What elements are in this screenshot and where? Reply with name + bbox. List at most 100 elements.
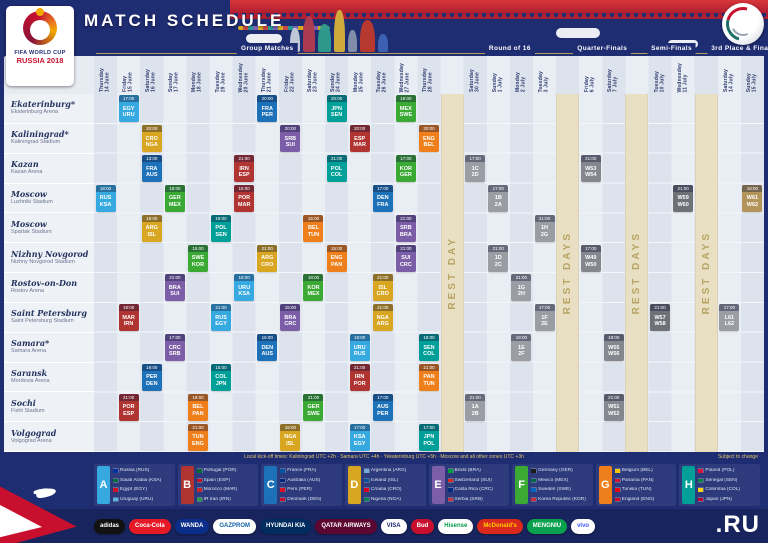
- match-teams: COL JPN: [215, 374, 227, 387]
- match-cell: 18:00 KOR MEX: [303, 274, 324, 302]
- timezone-footnote: Local kick-off times: Kaliningrad UTC +2…: [4, 452, 764, 462]
- flag-icon: [196, 497, 202, 501]
- sponsors-bar: adidas Coca-Cola WANDA GAZPROM HYUNDAI KIA QA…: [4, 513, 676, 539]
- venue-label: Kazan Kazan Arena: [4, 153, 94, 184]
- sponsor-logo: Bud: [410, 518, 435, 534]
- match-cell: 17:00 KSA EGY: [349, 423, 370, 451]
- match-time: 18:00: [280, 423, 301, 431]
- stage-label: Quarter-Finals: [573, 43, 632, 54]
- match-teams: NGA ISL: [284, 434, 297, 447]
- match-teams: SRB BRA: [399, 225, 412, 238]
- date-header: Thursday 21 June: [260, 67, 273, 92]
- legend-team: Colombia (COL): [698, 487, 757, 492]
- match-cell: 20:00 FRA PER: [257, 95, 278, 123]
- red-ribbon-graphic: [230, 0, 768, 13]
- venue-city: Kaliningrad*: [11, 129, 69, 140]
- venue-label: Nizhny Novgorod Nizhny Novgorod Stadium: [4, 243, 94, 273]
- timezone-footnote-text: Local kick-off times: Kaliningrad UTC +2…: [244, 454, 524, 460]
- match-teams: 1A 2B: [471, 404, 479, 417]
- match-time: 17:00: [164, 334, 185, 342]
- match-time: 21:00: [234, 155, 255, 163]
- match-teams: PER DEN: [145, 374, 158, 387]
- match-time: 21:00: [211, 304, 232, 312]
- legend-team: Mexico (MEX): [531, 478, 590, 483]
- match-cell: 13:00 FRA AUS: [141, 155, 162, 183]
- venue-label: Rostov-on-Don Rostov Arena: [4, 273, 94, 303]
- cloud-graphic: [246, 34, 282, 43]
- flag-icon: [363, 497, 369, 501]
- match-time: 15:00: [211, 363, 232, 371]
- match-teams: KOR GER: [399, 165, 412, 179]
- match-teams: ISL CRO: [376, 284, 389, 298]
- match-cell: 15:00 ENG PAN: [326, 244, 347, 272]
- match-cell: 21:00 NGA ARG: [372, 304, 393, 332]
- tower-graphic: [290, 28, 300, 52]
- legend-group-c: C France (FRA) Australia (AUS) Peru (PER) De…: [261, 464, 342, 506]
- match-teams: 1F 2E: [541, 314, 548, 328]
- match-cell: 15:00 COL JPN: [211, 363, 232, 391]
- date-header: Tuesday 10 July: [653, 70, 666, 92]
- match-teams: W55 W56: [608, 344, 620, 358]
- date-header: Saturday 30 June: [468, 69, 481, 92]
- legend-team: Portugal (POR): [196, 468, 256, 473]
- rest-day-header: [625, 56, 648, 94]
- match-time: 19:00: [395, 95, 416, 103]
- match-cell: 21:00 BRA SUI: [164, 274, 185, 302]
- flag-icon: [113, 488, 118, 492]
- rest-day-header: [695, 56, 718, 94]
- match-time: 15:00: [326, 244, 347, 252]
- match-time: 18:00: [349, 334, 370, 342]
- legend-team: Uruguay (URU): [113, 497, 172, 502]
- match-teams: 1E 2F: [518, 344, 525, 358]
- legend-team: Russia (RUS): [113, 468, 172, 473]
- sponsor-logo: QATAR AIRWAYS: [315, 518, 377, 534]
- date-header: Sunday 17 June: [168, 71, 180, 92]
- match-cell: 20:00 ENG BEL: [418, 125, 439, 153]
- date-header: Monday 2 July: [514, 71, 527, 92]
- date-header: Saturday 14 July: [722, 69, 735, 92]
- match-cell: 18:00 BEL PAN: [187, 393, 208, 421]
- match-time: 21:00: [673, 184, 694, 192]
- match-cell: 21:00 POR ESP: [118, 393, 139, 421]
- match-cell: 18:00 GER MEX: [164, 184, 185, 212]
- tower-graphic: [334, 10, 345, 52]
- venue-city: Samara*: [11, 338, 50, 349]
- legend-group-f: F Germany (GER) Mexico (MEX) Sweden (SWE) Ko…: [512, 464, 593, 506]
- stage-label: Round of 16: [484, 43, 535, 54]
- tower-graphic: [348, 30, 357, 52]
- flag-icon: [280, 478, 286, 482]
- match-time: 17:00: [488, 184, 509, 192]
- match-time: 19:00: [141, 363, 162, 371]
- match-cell: 17:00 L61 L62: [719, 304, 740, 332]
- venue-label: Samara* Samara Arena: [4, 332, 94, 363]
- rest-band: REST DAYS: [694, 94, 718, 452]
- rest-band: REST DAY: [440, 94, 464, 452]
- venue-city: Nizhny Novgorod: [11, 248, 89, 259]
- sponsor-logo: WANDA: [174, 518, 210, 534]
- kremlin-skyline-graphic: [290, 6, 388, 52]
- legend-team-list: Russia (RUS) Saudi Arabia (KSA) Egypt (EGY…: [113, 466, 172, 504]
- flag-icon: [447, 478, 453, 482]
- flag-icon: [614, 478, 620, 482]
- venue-city: Moscow: [11, 188, 47, 199]
- match-teams: BRA SUI: [168, 284, 181, 298]
- match-cell: 20:00 ESP MAR: [349, 125, 370, 153]
- match-teams: POL SEN: [215, 225, 227, 238]
- flag-icon: [447, 497, 453, 501]
- match-time: 18:00: [303, 274, 324, 282]
- sponsor-logo: Hisense: [438, 518, 474, 534]
- groups-legend: A Russia (RUS) Saudi Arabia (KSA) Egypt (EG…: [4, 464, 764, 506]
- legend-team: Saudi Arabia (KSA): [113, 478, 172, 483]
- match-cell: 18:00 W55 W56: [603, 334, 624, 362]
- ribbon-zigzag-graphic: [230, 13, 768, 19]
- match-teams: POL COL: [330, 165, 343, 179]
- venue-city: Saransk: [11, 367, 48, 378]
- match-cell: 17:00 DEN FRA: [372, 184, 393, 212]
- match-teams: GER SWE: [307, 404, 320, 417]
- logo-text-fifa-world-cup: FIFA WORLD CUP: [14, 50, 66, 56]
- match-time: 15:00: [303, 214, 324, 222]
- match-time: 15:00: [234, 184, 255, 192]
- match-time: 20:00: [257, 95, 278, 103]
- match-cell: 18:00 NGA ISL: [280, 423, 301, 451]
- match-teams: SEN COL: [423, 344, 435, 358]
